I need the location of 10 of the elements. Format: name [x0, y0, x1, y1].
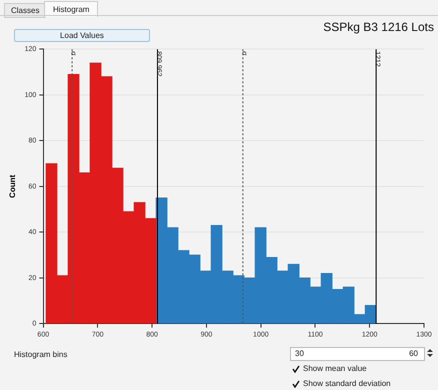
text: Load Values [14, 29, 150, 42]
chart-title: SSPkg B3 1216 Lots [323, 20, 434, 34]
text: 30 [295, 349, 304, 358]
text: Histogram [44, 1, 98, 17]
text: Show standard deviation [303, 379, 391, 388]
text: Histogram bins [14, 350, 68, 359]
text: Show mean value [303, 364, 367, 373]
y-axis-title: Count [8, 174, 18, 198]
text: 60 [409, 349, 418, 358]
text: Classes [4, 3, 46, 18]
